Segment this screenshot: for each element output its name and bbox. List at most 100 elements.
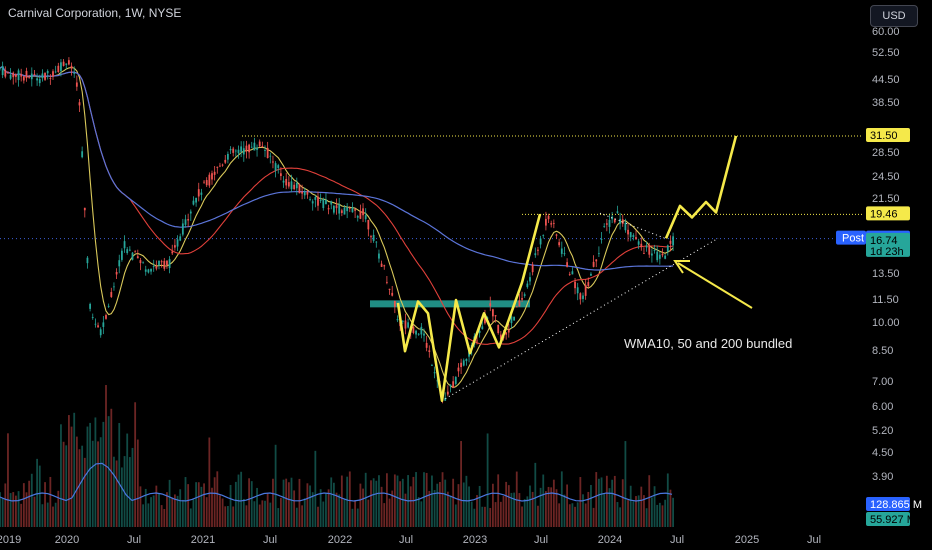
candle-body: [605, 223, 608, 225]
x-tick-label: 2020: [55, 534, 79, 546]
candle-body: [423, 333, 425, 336]
candle-body: [404, 320, 407, 329]
x-tick-label: 2022: [328, 534, 352, 546]
volume-bar: [115, 460, 118, 527]
volume-bar: [356, 508, 359, 527]
candle-body: [232, 148, 235, 153]
volume-bar: [134, 402, 137, 527]
volume-bar: [335, 492, 338, 527]
candle-body: [351, 206, 354, 213]
post-tag: [836, 230, 866, 245]
candle-body: [386, 281, 388, 283]
volume-bar: [444, 479, 447, 527]
candle-body: [568, 274, 571, 275]
candle-body: [81, 151, 84, 158]
volume-bar: [298, 478, 301, 527]
price-badge: [866, 206, 910, 221]
candle-body: [213, 171, 216, 175]
candle-body: [139, 260, 142, 264]
candle-body: [492, 309, 494, 317]
volume-bar: [454, 504, 457, 527]
volume-bar: [229, 484, 232, 527]
candle-body: [539, 238, 542, 245]
candle-body: [322, 199, 325, 209]
currency-button[interactable]: USD: [870, 5, 918, 27]
volume-bar: [171, 497, 174, 527]
volume-bar: [131, 447, 134, 527]
candle-body: [590, 273, 592, 276]
volume-bar: [17, 491, 20, 527]
volume-bar: [33, 496, 36, 527]
candle-body: [333, 205, 335, 213]
candle-body: [200, 192, 203, 195]
candle-body: [280, 173, 282, 177]
volume-bar: [476, 495, 478, 527]
candle-body: [563, 253, 566, 255]
volume-bar: [393, 474, 396, 527]
volume-bar: [629, 485, 632, 527]
volume-bar: [285, 478, 288, 527]
candle-body: [115, 272, 118, 275]
candle-body: [4, 69, 7, 77]
candle-body: [338, 204, 341, 214]
candle-body: [131, 252, 134, 260]
volume-bar: [605, 475, 608, 527]
candle-body: [195, 197, 197, 203]
volume-bar: [523, 499, 526, 527]
candle-body: [221, 164, 224, 166]
volume-bar: [468, 486, 470, 527]
volume-bar: [489, 507, 492, 527]
candle-body: [415, 330, 417, 335]
candle-body: [274, 163, 277, 171]
candle-body: [78, 102, 81, 106]
candle-body: [155, 266, 158, 269]
volume-bar: [566, 484, 568, 527]
volume-bar: [518, 493, 521, 527]
candle-body: [287, 182, 290, 187]
volume-bar: [513, 492, 515, 527]
chart-title: Carnival Corporation, 1W, NYSE: [8, 6, 182, 20]
candle-body: [33, 74, 36, 76]
volume-bar: [290, 477, 293, 527]
x-tick-label: 2021: [191, 534, 215, 546]
volume-bar: [661, 505, 664, 527]
volume-bar: [539, 487, 542, 527]
volume-bar: [86, 426, 89, 527]
volume-bar: [600, 477, 603, 527]
volume-bar: [507, 485, 510, 527]
volume-bar: [144, 488, 147, 527]
volume-bar: [576, 502, 579, 527]
candle-body: [181, 223, 184, 235]
candle-body: [216, 166, 219, 168]
volume-bar: [603, 493, 606, 527]
candle-body: [627, 229, 629, 235]
candle-body: [142, 261, 144, 263]
volume-bar: [118, 423, 121, 527]
candle-body: [192, 200, 195, 205]
volume-bar: [359, 483, 362, 527]
candle-body: [75, 82, 78, 87]
volume-bar: [189, 508, 192, 527]
candle-body: [83, 207, 86, 211]
volume-bar: [354, 500, 356, 527]
volume-bar: [624, 441, 627, 527]
volume-bar: [54, 502, 57, 527]
candle-body: [653, 250, 656, 251]
volume-bar: [30, 473, 33, 527]
volume-bar: [139, 486, 142, 527]
volume-bar: [150, 497, 152, 527]
volume-bar: [399, 481, 402, 527]
candle-body: [521, 298, 523, 300]
candle-body: [99, 329, 102, 336]
volume-bar: [142, 504, 144, 527]
candle-body: [94, 323, 97, 325]
volume-bar: [669, 489, 672, 527]
volume-bar: [497, 474, 500, 527]
volume-bar: [396, 475, 399, 527]
candle-body: [547, 215, 550, 220]
candle-body: [396, 319, 399, 321]
volume-bar: [272, 478, 274, 527]
volume-bar: [65, 445, 68, 527]
price-badge-label: 16.74: [870, 235, 898, 247]
